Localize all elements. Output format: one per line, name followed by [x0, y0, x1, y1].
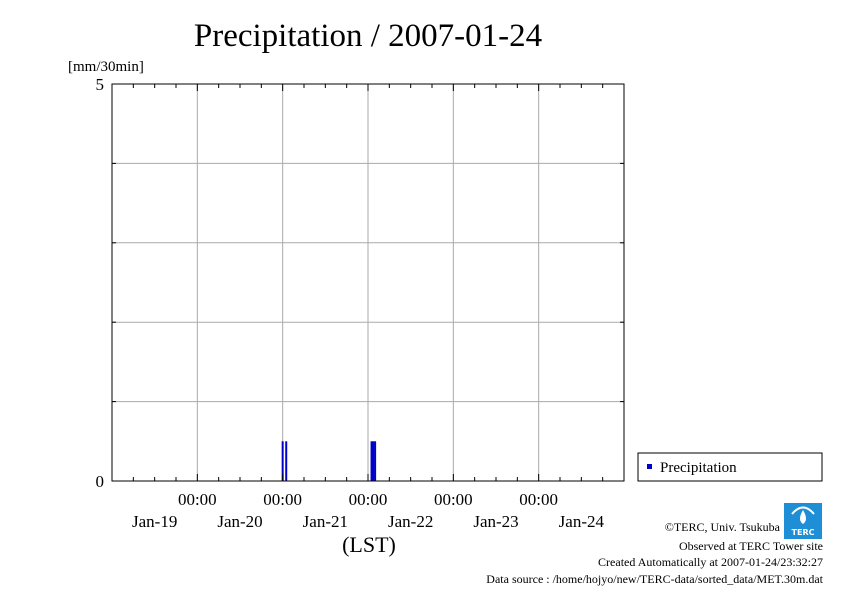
logo-arc [791, 506, 815, 515]
created-timestamp-text: Created Automatically at 2007-01-24/23:3… [598, 555, 823, 569]
x-axis-label: (LST) [342, 532, 396, 557]
x-tick-label-time: 00:00 [178, 490, 217, 509]
x-tick-label-date: Jan-24 [559, 512, 605, 531]
precipitation-bar [374, 441, 377, 481]
chart-title: Precipitation / 2007-01-24 [194, 18, 542, 54]
data-source-text: Data source : /home/hojyo/new/TERC-data/… [486, 572, 823, 586]
y-axis-unit: [mm/30min] [68, 59, 144, 75]
legend-swatch [647, 464, 652, 469]
precipitation-bar [370, 441, 373, 481]
axis-ticks [111, 83, 625, 482]
x-tick-label-date: Jan-22 [388, 512, 433, 531]
x-tick-label-time: 00:00 [434, 490, 473, 509]
logo-text: TERC [792, 528, 815, 537]
precipitation-bar [281, 441, 284, 481]
y-tick-label: 5 [96, 75, 105, 94]
bars [281, 441, 377, 481]
x-tick-label-date: Jan-23 [473, 512, 518, 531]
legend-box [637, 452, 823, 482]
gridlines [112, 84, 624, 481]
y-tick-label: 0 [96, 472, 105, 491]
terc-logo: TERC [784, 503, 822, 539]
observation-site-text: Observed at TERC Tower site [679, 539, 823, 553]
logo-drop-icon [800, 510, 806, 524]
precipitation-bar [372, 441, 375, 481]
legend: Precipitation [637, 452, 823, 482]
x-tick-label-date: Jan-20 [217, 512, 262, 531]
x-tick-label-date: Jan-21 [303, 512, 348, 531]
precipitation-bar [285, 441, 288, 481]
x-tick-label-date: Jan-19 [132, 512, 177, 531]
x-tick-label-time: 00:00 [263, 490, 302, 509]
legend-entry-precipitation: Precipitation [660, 460, 737, 476]
copyright-text: ©TERC, Univ. Tsukuba [665, 520, 781, 534]
x-tick-label-time: 00:00 [519, 490, 558, 509]
x-tick-label-time: 00:00 [349, 490, 388, 509]
